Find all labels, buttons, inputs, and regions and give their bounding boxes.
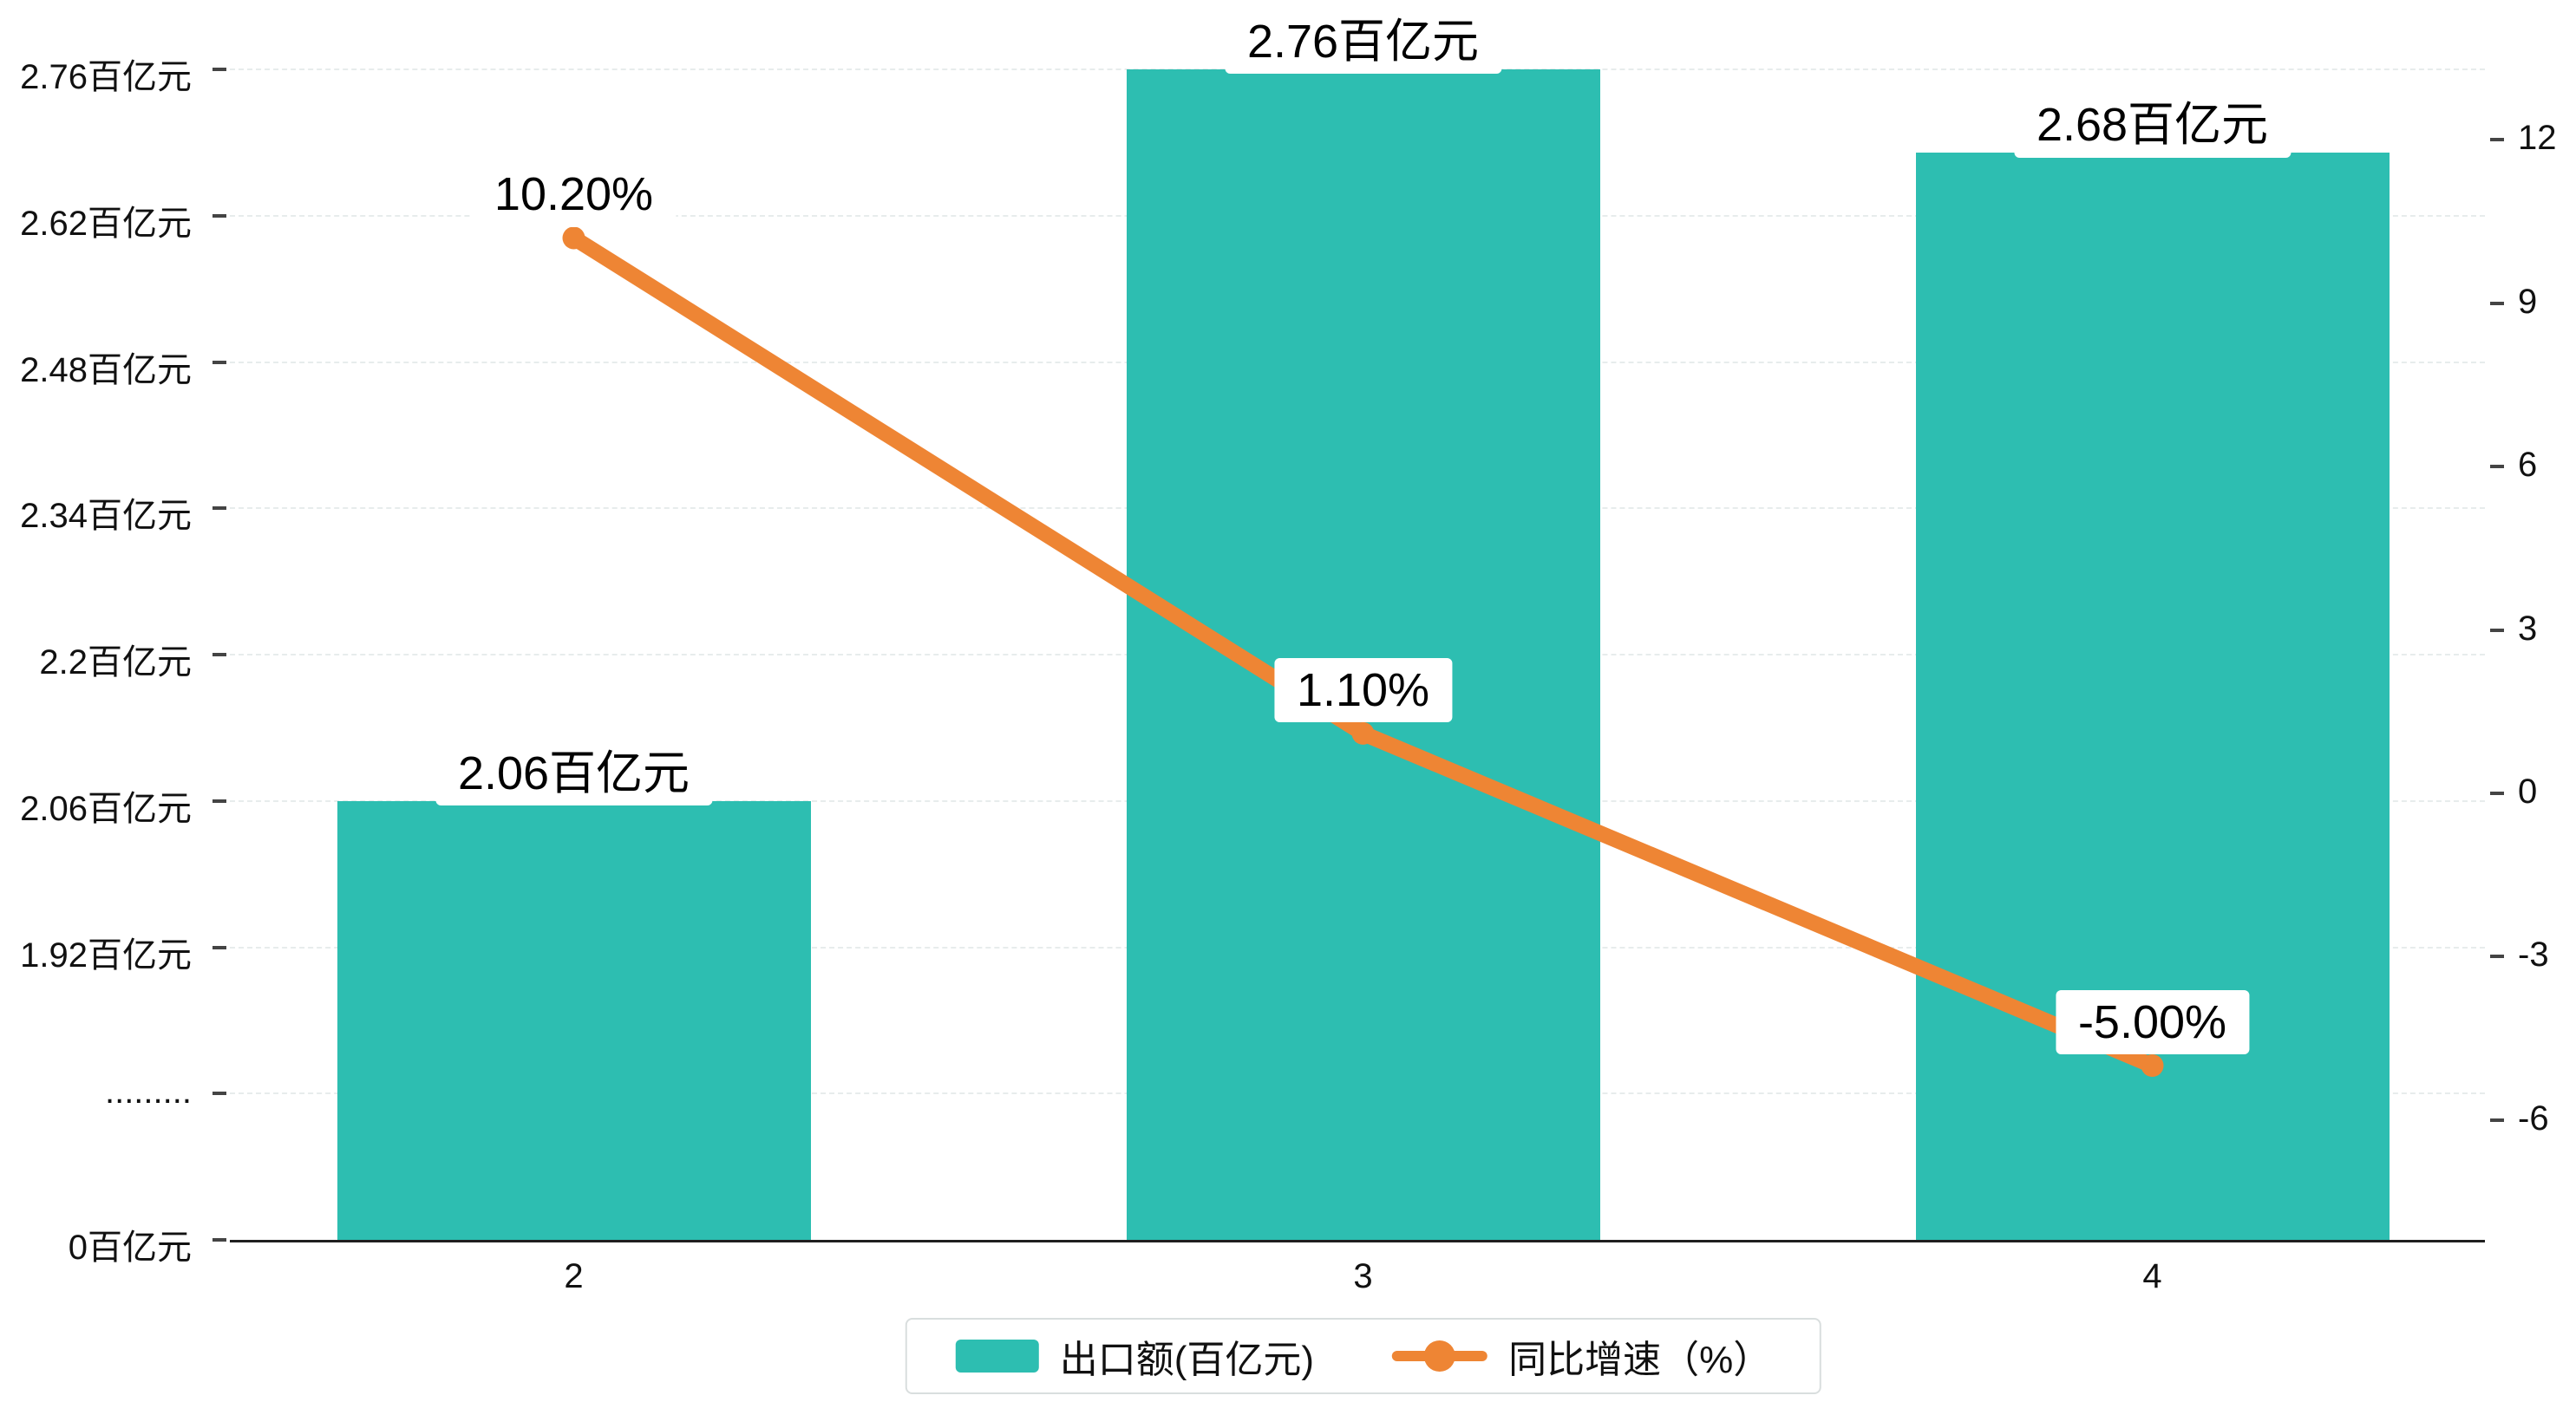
left-axis-label: 2.48百亿元 (20, 350, 192, 389)
left-axis-tick (212, 1092, 226, 1096)
bar-value-label: 2.76百亿元 (1224, 9, 1502, 75)
left-axis-label: 2.62百亿元 (20, 204, 192, 243)
x-axis-label-3: 3 (1353, 1257, 1373, 1295)
left-axis-label: 2.2百亿元 (39, 643, 192, 681)
bar-2[interactable] (337, 800, 811, 1240)
line-value-label: 10.20% (471, 162, 677, 227)
x-axis-label-4: 4 (2142, 1257, 2162, 1295)
left-axis-label: 2.06百亿元 (20, 789, 192, 828)
left-axis-tick (212, 213, 226, 218)
right-axis-tick (2490, 465, 2504, 469)
x-axis-label-2: 2 (564, 1257, 584, 1295)
left-axis-tick (212, 360, 226, 364)
bar-3[interactable] (1126, 69, 1600, 1240)
left-axis-tick (212, 653, 226, 656)
right-axis-label: 6 (2518, 446, 2538, 485)
bar-value-label: 2.68百亿元 (2013, 93, 2292, 158)
legend-item-yoy-growth[interactable]: 同比增速（%） (1392, 1328, 1771, 1384)
right-axis-label: -6 (2518, 1099, 2549, 1138)
x-axis-line (230, 1240, 2485, 1242)
left-axis-tick (212, 1238, 226, 1242)
legend-label-export-value: 出口额(百亿元) (1059, 1339, 1315, 1381)
legend-label-yoy-growth: 同比增速（%） (1508, 1339, 1772, 1381)
legend-item-export-value[interactable]: 出口额(百亿元) (955, 1328, 1315, 1384)
right-axis-tick (2490, 955, 2504, 959)
right-axis-label: 12 (2518, 119, 2557, 158)
right-axis-tick (2490, 138, 2504, 142)
left-axis-tick (212, 68, 226, 71)
right-axis-label: 9 (2518, 282, 2538, 321)
left-axis-label: 1.92百亿元 (20, 936, 192, 975)
left-axis-tick (212, 506, 226, 511)
bar-4[interactable] (1915, 153, 2390, 1240)
left-axis-label: 0百亿元 (68, 1229, 192, 1267)
left-axis-label: 2.76百亿元 (20, 58, 192, 96)
right-axis-label: 0 (2518, 773, 2538, 811)
bar-series-swatch-icon (955, 1340, 1039, 1373)
line-series-dot-icon (1424, 1340, 1456, 1372)
legend: 出口额(百亿元) 同比增速（%） (905, 1318, 1822, 1394)
right-axis-tick (2490, 301, 2504, 305)
left-axis-label: ......... (104, 1073, 192, 1112)
left-axis-label: 2.34百亿元 (20, 497, 192, 536)
line-value-label: 1.10% (1273, 657, 1453, 722)
bar-value-label: 2.06百亿元 (435, 740, 713, 805)
right-axis-tick (2490, 628, 2504, 632)
line-point[interactable] (562, 226, 585, 250)
line-value-label: -5.00% (2055, 989, 2250, 1055)
right-axis-tick (2490, 792, 2504, 795)
line-series-marker-icon (1392, 1340, 1488, 1372)
left-axis-tick (212, 945, 226, 949)
left-axis-tick (212, 799, 226, 803)
right-axis-label: 3 (2518, 609, 2538, 648)
right-axis-label: -3 (2518, 936, 2549, 975)
right-axis-tick (2490, 1118, 2504, 1122)
